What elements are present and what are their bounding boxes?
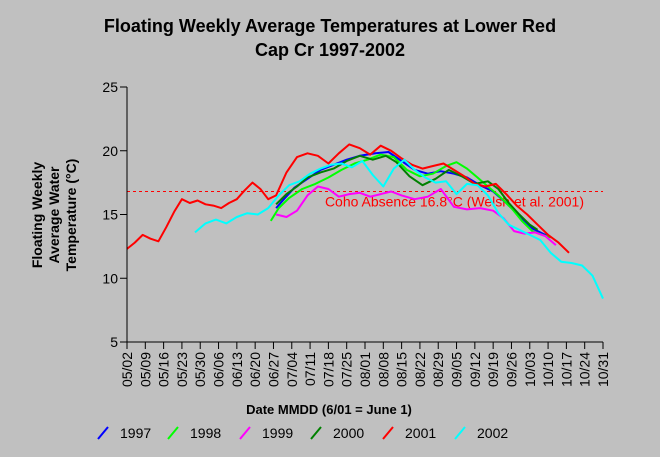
y-axis-title-line-2: Average Water — [46, 166, 62, 264]
y-tick-label: 25 — [102, 79, 118, 95]
y-axis-title: Floating Weekly Average Water Temperatur… — [29, 159, 79, 272]
x-tick-label: 09/05 — [449, 352, 465, 387]
x-tick-label: 10/31 — [595, 352, 611, 387]
series-line-2002 — [194, 158, 604, 300]
x-tick-label: 10/17 — [558, 352, 574, 387]
x-tick-label: 05/02 — [119, 352, 135, 387]
chart-title-line-1: Floating Weekly Average Temperatures at … — [104, 16, 556, 36]
legend-label-2002: 2002 — [477, 425, 508, 441]
chart-title-line-2: Cap Cr 1997-2002 — [255, 40, 405, 60]
x-tick-label: 05/30 — [192, 352, 208, 387]
y-tick-label: 5 — [110, 334, 118, 350]
plot-area — [127, 87, 603, 342]
x-tick-label: 10/03 — [522, 352, 538, 387]
threshold-group: Coho Absence 16.8°C (Welsh et al. 2001) — [127, 191, 603, 210]
x-tick-label: 08/08 — [375, 352, 391, 387]
x-tick-label: 05/23 — [174, 352, 190, 387]
x-tick-label: 09/26 — [503, 352, 519, 387]
y-tick-label: 15 — [102, 207, 118, 223]
legend-label-1998: 1998 — [190, 425, 221, 441]
legend-swatch-2000 — [310, 426, 322, 440]
legend-swatch-2001 — [382, 426, 394, 440]
legend-label-2000: 2000 — [333, 425, 364, 441]
x-tick-label: 08/15 — [394, 352, 410, 387]
x-axis-title: Date MMDD (6/01 = June 1) — [246, 402, 412, 417]
series-line-2001 — [126, 143, 570, 254]
y-tick-label: 20 — [102, 143, 118, 159]
x-tick-label: 06/13 — [229, 352, 245, 387]
series-line-2000 — [275, 154, 539, 231]
x-tick-label: 09/12 — [467, 352, 483, 387]
series-line-1998 — [269, 153, 552, 239]
x-tick-label: 08/22 — [412, 352, 428, 387]
x-tick-label: 08/01 — [357, 352, 373, 387]
y-axis-title-line-1: Floating Weekly — [29, 162, 45, 269]
x-tick-label: 06/20 — [247, 352, 263, 387]
x-tick-label: 05/16 — [156, 352, 172, 387]
x-tick-label: 10/24 — [577, 352, 593, 387]
legend-label-1999: 1999 — [262, 425, 293, 441]
series-line-1999 — [275, 185, 557, 246]
legend-swatch-1998 — [167, 426, 179, 440]
y-axis-title-line-3: Temperature (°C) — [63, 159, 79, 272]
axis-ticks-group — [120, 86, 604, 349]
x-tick-label: 07/11 — [302, 352, 318, 386]
x-tick-label: 07/25 — [339, 352, 355, 387]
x-tick-label: 06/27 — [265, 352, 281, 387]
legend-swatch-1997 — [97, 426, 109, 440]
legend-label-2001: 2001 — [405, 425, 436, 441]
threshold-annotation: Coho Absence 16.8°C (Welsh et al. 2001) — [325, 194, 584, 210]
x-tick-label: 06/06 — [211, 352, 227, 387]
x-tick-label: 05/09 — [137, 352, 153, 387]
x-tick-label: 07/18 — [320, 352, 336, 387]
series-group — [126, 143, 604, 300]
legend-label-1997: 1997 — [120, 425, 151, 441]
x-tick-label: 09/19 — [485, 352, 501, 387]
y-tick-label: 10 — [102, 270, 118, 286]
legend-swatch-1999 — [239, 426, 251, 440]
axes-group — [126, 87, 603, 343]
x-tick-label: 07/04 — [284, 352, 300, 387]
legend-swatch-2002 — [454, 426, 466, 440]
x-tick-label: 10/10 — [540, 352, 556, 387]
legend: 1997 1998 1999 2000 2001 2002 — [97, 425, 508, 441]
x-tick-label: 08/29 — [430, 352, 446, 387]
